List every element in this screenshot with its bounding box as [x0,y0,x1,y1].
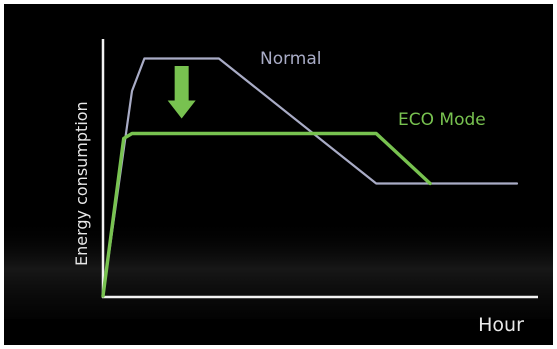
series-label-normal: Normal [260,49,322,69]
annotation-layer [167,66,196,119]
background-haze [4,219,553,319]
down-arrow-icon [167,66,196,119]
energy-chart: Energy consumption Hour Normal ECO Mode [4,39,553,336]
series-line-eco-mode [101,131,432,298]
axes [101,39,538,299]
y-axis-label: Energy consumption [72,101,91,266]
series-label-eco-mode: ECO Mode [398,110,486,130]
series-layer [101,57,519,298]
series-line-normal [101,57,519,298]
chart-frame: Energy consumption Hour Normal ECO Mode [4,4,553,345]
x-axis-label: Hour [478,314,524,336]
